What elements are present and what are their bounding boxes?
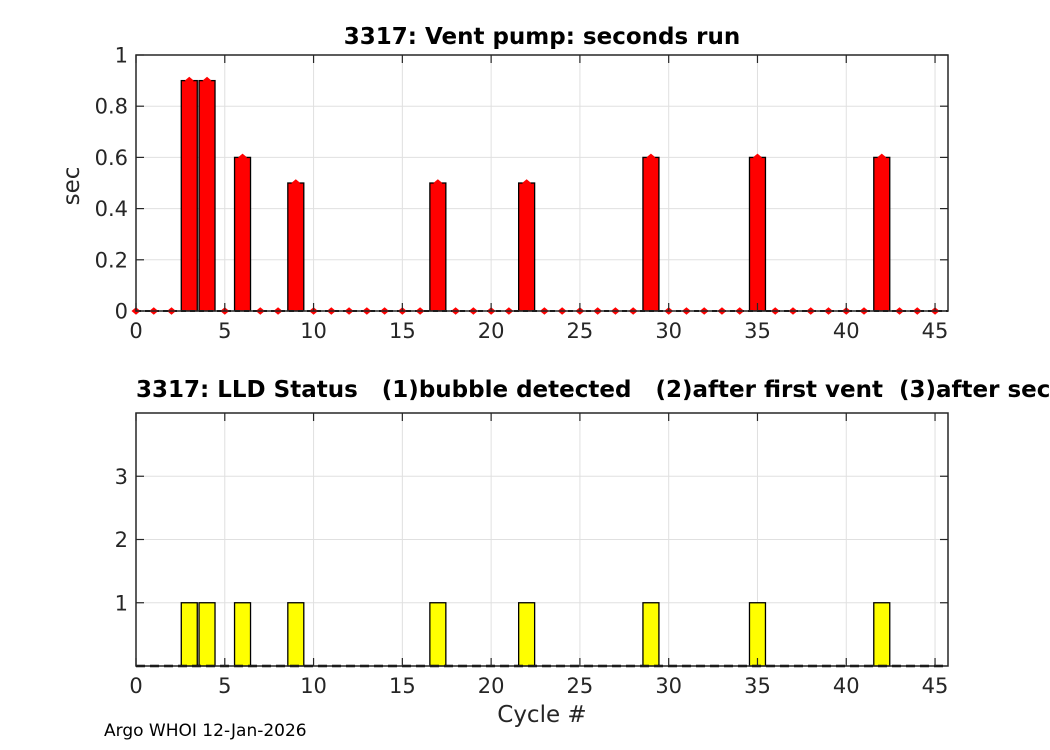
marker-cycle-17 xyxy=(433,179,443,187)
lld-status-chart-ticks xyxy=(135,413,948,666)
footer-note: Argo WHOI 12-Jan-2026 xyxy=(104,721,307,741)
top-chart-ylabel: sec xyxy=(59,166,85,206)
bar-cycle-42 xyxy=(873,602,891,667)
bottom-chart-title: 3317: LLD Status (1)bubble detected (2)a… xyxy=(136,377,1050,403)
bar-cycle-35 xyxy=(748,602,767,667)
xtick-label-30: 30 xyxy=(655,319,682,343)
lld-status-chart-grid xyxy=(135,413,948,666)
lld-status-chart-tick-labels: 0 5 10 15 20 25 30 35 40 45 1 2 3 xyxy=(115,465,949,698)
ytick-label-0.8: 0.8 xyxy=(95,95,128,119)
ytick-label-3: 3 xyxy=(115,465,128,489)
vent-pump-chart-axes-box xyxy=(135,54,949,312)
xtick-label-45: 45 xyxy=(922,319,949,343)
ytick-label-0.2: 0.2 xyxy=(95,248,128,272)
marker-cycle-42 xyxy=(877,153,887,162)
bottom-chart-xlabel: Cycle # xyxy=(497,702,587,728)
ytick-label-0.4: 0.4 xyxy=(95,197,128,221)
bar-cycle-17 xyxy=(429,182,447,312)
bar-cycle-29 xyxy=(642,156,660,312)
bar-cycle-9 xyxy=(287,602,305,667)
bar-cycle-29 xyxy=(642,602,660,667)
bar-cycle-3 xyxy=(180,79,198,312)
xtick-label-30: 30 xyxy=(655,674,682,698)
xtick-label-35: 35 xyxy=(744,319,771,343)
marker-cycle-6 xyxy=(238,153,248,162)
ytick-label-2: 2 xyxy=(115,528,128,552)
marker-cycle-4 xyxy=(202,76,212,85)
ytick-label-0.6: 0.6 xyxy=(95,146,128,170)
top-chart-title: 3317: Vent pump: seconds run xyxy=(343,24,741,50)
marker-cycle-22 xyxy=(522,179,532,187)
bar-cycle-4 xyxy=(198,79,216,312)
bar-cycle-9 xyxy=(287,182,305,312)
marker-cycle-29 xyxy=(646,153,656,162)
xtick-label-20: 20 xyxy=(478,319,505,343)
bar-cycle-6 xyxy=(233,156,252,312)
bar-cycle-35 xyxy=(748,156,767,312)
bar-cycle-22 xyxy=(518,182,536,312)
xtick-label-35: 35 xyxy=(744,674,771,698)
xtick-label-20: 20 xyxy=(478,674,505,698)
vent-pump-chart-bars xyxy=(180,79,891,312)
xtick-label-25: 25 xyxy=(567,674,594,698)
xtick-label-0: 0 xyxy=(129,319,142,343)
lld-status-chart: 0 5 10 15 20 25 30 35 40 45 1 2 3 xyxy=(115,412,949,698)
marker-cycle-3 xyxy=(184,76,194,85)
vent-pump-chart-ticks xyxy=(135,54,948,312)
bar-cycle-6 xyxy=(233,602,252,667)
vent-pump-chart-tick-labels: 0 5 10 15 20 25 30 35 40 45 0 0.2 0.4 0.6 0.8 1 xyxy=(95,44,949,344)
xtick-label-10: 10 xyxy=(300,674,327,698)
xtick-label-15: 15 xyxy=(389,319,416,343)
bar-cycle-17 xyxy=(429,602,447,667)
marker-cycle-9 xyxy=(291,179,301,187)
bar-cycle-3 xyxy=(180,602,198,667)
xtick-label-45: 45 xyxy=(922,674,949,698)
xtick-label-0: 0 xyxy=(129,674,142,698)
bar-cycle-42 xyxy=(873,156,891,312)
lld-status-chart-bars xyxy=(180,602,891,667)
bar-cycle-4 xyxy=(198,602,216,667)
xtick-label-40: 40 xyxy=(833,319,860,343)
bar-cycle-22 xyxy=(518,602,536,667)
xtick-label-25: 25 xyxy=(567,319,594,343)
marker-cycle-35 xyxy=(752,153,762,162)
xtick-label-40: 40 xyxy=(833,674,860,698)
xtick-label-5: 5 xyxy=(218,674,231,698)
vent-pump-chart-grid xyxy=(135,54,948,312)
ytick-label-1: 1 xyxy=(115,44,128,68)
vent-pump-chart-markers xyxy=(131,76,940,315)
xtick-label-15: 15 xyxy=(389,674,416,698)
xtick-label-5: 5 xyxy=(218,319,231,343)
ytick-label-1: 1 xyxy=(115,591,128,615)
xtick-label-10: 10 xyxy=(300,319,327,343)
ytick-label-0: 0 xyxy=(115,300,128,324)
vent-pump-chart: 0 5 10 15 20 25 30 35 40 45 0 0.2 0.4 0.6 0.8 1 xyxy=(95,44,949,344)
